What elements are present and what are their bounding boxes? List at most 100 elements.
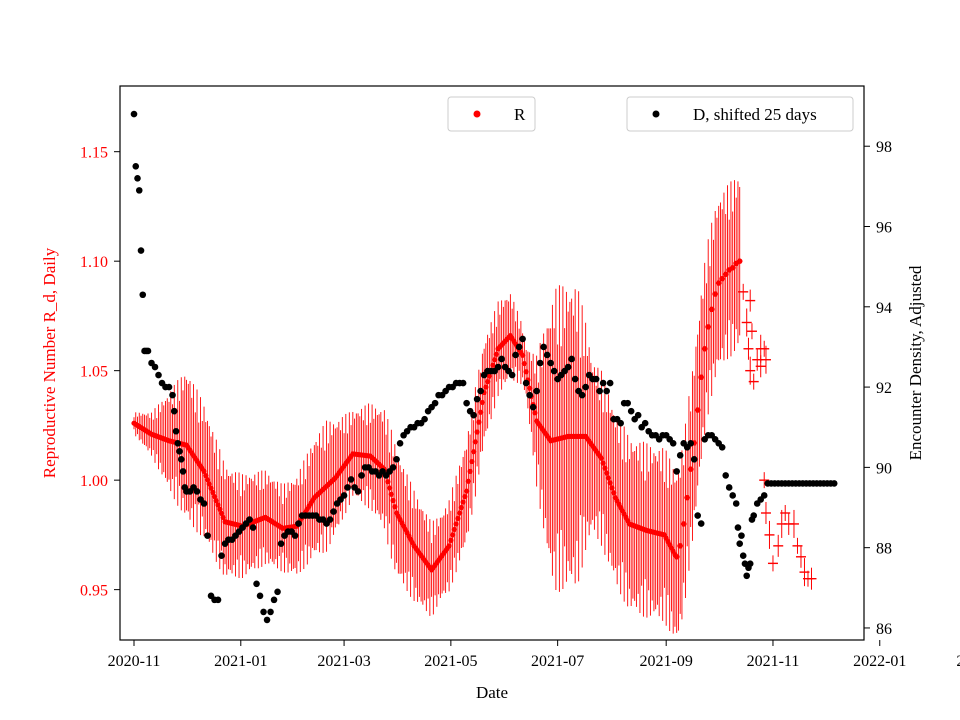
r-point xyxy=(465,478,471,484)
r-point xyxy=(458,504,464,511)
d-point xyxy=(512,351,519,359)
d-point xyxy=(137,247,145,254)
r-point xyxy=(687,466,694,473)
y-axis-right: 86 88 90 92 94 96 98 xyxy=(864,139,892,638)
d-point xyxy=(295,520,302,527)
x-tick-label: 2021-09 xyxy=(640,653,693,670)
d-point xyxy=(582,383,589,391)
d-point xyxy=(606,379,614,387)
d-point xyxy=(470,411,477,419)
legend-d-marker xyxy=(652,110,660,118)
y-right-tick-label: 92 xyxy=(876,380,892,397)
r-point xyxy=(677,543,683,549)
r-point xyxy=(708,306,715,313)
d-point xyxy=(260,608,267,616)
legend-d: D, shifted 25 days xyxy=(626,96,854,132)
d-point xyxy=(274,588,281,596)
r-point xyxy=(521,360,527,367)
d-point xyxy=(529,403,537,411)
d-point xyxy=(676,452,684,459)
x-axis: 2020-11 2021-01 2021-03 2021-05 2021-07 2021-… xyxy=(108,640,960,670)
x-tick-label: 2022-03 xyxy=(956,653,960,670)
d-point xyxy=(599,379,607,387)
r-point xyxy=(446,543,452,549)
y-left-tick-label: 1.15 xyxy=(80,145,108,162)
d-point xyxy=(687,439,694,447)
r-point xyxy=(598,455,605,461)
legend-d-frame xyxy=(626,96,854,132)
r-point xyxy=(736,258,743,264)
r-point xyxy=(607,480,613,486)
r-point xyxy=(472,439,478,445)
d-point xyxy=(669,439,677,447)
d-point xyxy=(421,415,428,423)
r-point xyxy=(486,373,492,379)
d-point xyxy=(729,492,737,499)
r-point xyxy=(479,399,485,406)
legend-r-marker xyxy=(473,110,481,118)
d-point xyxy=(169,391,176,399)
d-point xyxy=(627,407,635,415)
d-point xyxy=(526,391,533,399)
r-point xyxy=(213,498,219,504)
r-point xyxy=(493,351,499,357)
r-point xyxy=(673,553,680,560)
d-point xyxy=(725,484,733,491)
d-point xyxy=(603,387,610,395)
d-point xyxy=(200,500,208,507)
d-point xyxy=(277,540,285,547)
d-point xyxy=(165,383,173,391)
r-point xyxy=(611,490,617,496)
r-point xyxy=(217,506,223,512)
d-point xyxy=(536,359,544,367)
r-point xyxy=(698,374,704,381)
d-point xyxy=(578,391,586,399)
r-point xyxy=(204,477,211,483)
legend-r-frame xyxy=(447,96,536,132)
plot-frame xyxy=(119,85,865,641)
d-point xyxy=(179,468,187,475)
r-point xyxy=(206,481,212,487)
r-point xyxy=(471,449,477,455)
d-point xyxy=(540,343,547,351)
d-point xyxy=(494,363,502,371)
d-point xyxy=(738,532,745,539)
d-point xyxy=(291,532,299,539)
d-point xyxy=(533,387,540,395)
d-point xyxy=(718,444,726,451)
legend-r-label: R xyxy=(514,105,526,124)
d-point xyxy=(253,580,260,588)
r-point xyxy=(211,493,218,500)
y-axis-right-label: Encounter Density, Adjusted xyxy=(906,265,925,460)
y-axis-left: 0.95 1.00 1.05 1.10 1.15 xyxy=(80,145,120,600)
d-point xyxy=(515,343,523,351)
r-point xyxy=(469,458,475,465)
r-point xyxy=(390,497,396,504)
y-right-tick-label: 86 xyxy=(876,621,892,638)
r-point xyxy=(474,429,480,435)
d-point xyxy=(130,110,138,118)
x-tick-label: 2021-07 xyxy=(531,653,584,670)
d-point xyxy=(204,532,211,539)
d-point xyxy=(596,387,603,395)
d-point xyxy=(358,472,365,479)
d-point xyxy=(193,488,201,495)
r-point xyxy=(478,409,484,415)
d-point xyxy=(750,512,758,519)
d-point xyxy=(732,500,740,507)
r-point xyxy=(520,352,526,358)
r-point xyxy=(600,460,606,466)
d-point xyxy=(139,291,147,299)
d-point xyxy=(571,375,579,383)
d-point xyxy=(830,480,838,487)
y-left-tick-label: 1.10 xyxy=(80,254,108,271)
d-point xyxy=(134,175,141,182)
d-point xyxy=(144,347,152,355)
r-point xyxy=(604,470,610,476)
d-point xyxy=(522,379,530,387)
x-tick-label: 2020-11 xyxy=(108,653,161,670)
d-point xyxy=(624,399,631,407)
d-point xyxy=(746,560,754,568)
d-point xyxy=(256,592,264,600)
